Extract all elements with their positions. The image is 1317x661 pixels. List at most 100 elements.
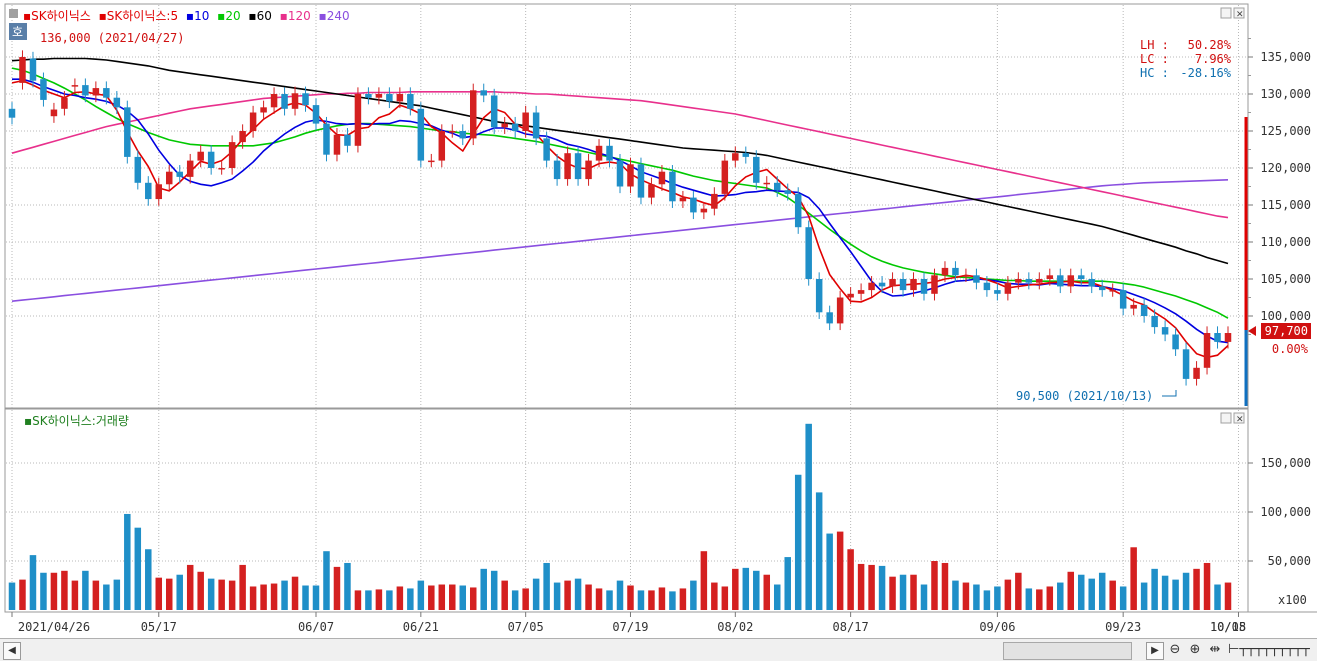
volume-bar: [145, 549, 152, 610]
volume-bar: [711, 582, 718, 610]
high-note: 136,000 (2021/04/27): [40, 31, 185, 45]
candle-body: [1025, 279, 1033, 283]
volume-bar: [532, 578, 540, 610]
candle-body: [522, 112, 529, 131]
volume-bar: [249, 586, 257, 610]
candle-body: [805, 227, 812, 279]
volume-bar: [29, 555, 37, 610]
current-price-box: [1261, 323, 1311, 339]
candle-body: [585, 160, 592, 180]
volume-bar: [595, 588, 603, 610]
volume-bar: [71, 580, 79, 610]
volume-title: ▪SK하이닉스:거래량: [24, 414, 129, 428]
candle-body: [763, 182, 771, 185]
candle-body: [103, 88, 110, 98]
candle-body: [1077, 275, 1085, 279]
close-volume-button[interactable]: [1233, 412, 1245, 424]
volume-bar: [218, 579, 225, 610]
volume-bar: [113, 579, 121, 610]
volume-bar: [658, 587, 666, 610]
chart-scrollbar[interactable]: ◀ ▶ ⊖ ⊕ ⇹ ⊢┬┬┬┬┬┬┬┬┬: [0, 638, 1317, 661]
fit-icon[interactable]: ⇹: [1209, 642, 1221, 657]
volume-bar: [365, 590, 372, 610]
price-panel-frame: [4, 3, 1249, 409]
candle-body: [1036, 279, 1043, 283]
ma240-line: [11, 179, 1229, 302]
maximize-volume-button[interactable]: [1220, 412, 1232, 424]
candle-body: [690, 197, 697, 213]
candle-body: [721, 160, 729, 194]
panel-menu-icon[interactable]: [9, 9, 18, 18]
volume-bar: [1025, 588, 1033, 610]
candle-body: [994, 290, 1001, 294]
maximize-panel-button[interactable]: [1220, 7, 1232, 19]
zoom-slider[interactable]: ⊢┬┬┬┬┬┬┬┬┬: [1228, 642, 1310, 657]
date-tick-label: 05/17: [141, 620, 177, 634]
candle-body: [260, 107, 267, 113]
candle-body: [1015, 279, 1022, 283]
candle-body: [176, 171, 183, 177]
candle-body: [574, 153, 582, 180]
volume-bar: [396, 586, 404, 610]
volume-bar: [669, 591, 676, 610]
volume-bar: [962, 582, 970, 610]
candle-body: [857, 290, 865, 294]
volume-bar: [449, 584, 456, 610]
scroll-thumb[interactable]: [1003, 642, 1132, 660]
candle-body: [1151, 316, 1158, 328]
volume-grid: [6, 462, 1247, 562]
date-tick-label: 09/06: [979, 620, 1015, 634]
date-tick-label: 10/05: [1210, 620, 1246, 634]
candle-body: [428, 160, 435, 163]
volume-bar: [1046, 586, 1054, 610]
candle-body: [302, 93, 309, 106]
scroll-left-button[interactable]: ◀: [3, 642, 21, 660]
zoom-in-icon[interactable]: ⊕: [1189, 642, 1201, 657]
price-axis: 135,000 130,000 125,000 120,000 115,000 110,0…: [1248, 38, 1311, 335]
scroll-right-button[interactable]: ▶: [1146, 642, 1164, 660]
volume-bars: [8, 423, 1232, 610]
candle-body: [1193, 367, 1200, 379]
candle-body: [616, 160, 624, 187]
candle-body: [899, 279, 907, 291]
candle-body: [386, 94, 393, 102]
candles: [8, 50, 1232, 386]
candle-body: [333, 134, 341, 155]
volume-bar: [386, 590, 393, 610]
moving-average-lines: [11, 57, 1229, 359]
close-panel-button[interactable]: [1233, 7, 1245, 19]
candle-body: [1182, 349, 1190, 379]
zoom-out-icon[interactable]: ⊖: [1169, 642, 1181, 657]
candle-body: [595, 145, 603, 161]
volume-bar: [1214, 584, 1221, 610]
volume-bar: [899, 574, 907, 610]
candle-body: [1172, 334, 1179, 350]
volume-bar: [910, 574, 917, 610]
volume-bar: [784, 557, 791, 610]
svg-text:-28.16%: -28.16%: [1180, 66, 1231, 80]
candle-body: [71, 85, 79, 87]
candle-body: [669, 171, 676, 202]
volume-bar: [186, 564, 194, 610]
candle-body: [1161, 327, 1169, 335]
volume-bar: [700, 551, 708, 610]
candle-body: [910, 279, 917, 291]
volume-bar: [836, 531, 844, 610]
candle-body: [836, 297, 844, 324]
volume-bar: [606, 590, 613, 610]
volume-bar: [868, 564, 875, 610]
candle-body: [1046, 275, 1054, 279]
volume-bar: [690, 580, 697, 610]
volume-bar: [522, 588, 529, 610]
volume-bar: [679, 588, 687, 610]
volume-bar: [1098, 572, 1106, 610]
volume-bar: [1193, 568, 1200, 610]
volume-bar: [742, 567, 750, 610]
ma10-line: [12, 78, 1229, 344]
volume-bar: [889, 576, 896, 610]
candle-body: [794, 193, 802, 228]
volume-bar: [553, 582, 561, 610]
candle-body: [469, 90, 477, 139]
svg-text:LH :: LH :: [1140, 38, 1169, 52]
volume-bar: [1140, 582, 1148, 610]
